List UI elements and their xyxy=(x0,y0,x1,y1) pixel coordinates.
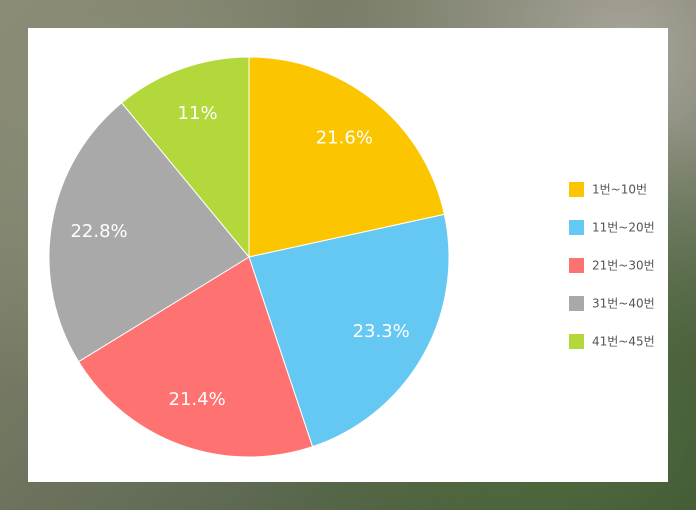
pie-slice xyxy=(77,256,314,458)
pie-slice xyxy=(248,213,450,448)
legend-label: 1번~10번 xyxy=(592,183,647,197)
data-label: 21.4% xyxy=(169,389,226,410)
pie-slice xyxy=(248,56,445,258)
legend-swatch xyxy=(569,258,584,273)
legend-label: 31번~40번 xyxy=(592,297,655,311)
legend-label: 41번~45번 xyxy=(592,335,655,349)
legend-swatch xyxy=(569,182,584,197)
data-label: 22.8% xyxy=(70,221,127,242)
pie-slice xyxy=(120,56,250,259)
data-label: 11% xyxy=(178,103,218,124)
legend-swatch xyxy=(569,220,584,235)
data-label: 21.6% xyxy=(316,128,373,149)
data-label: 23.3% xyxy=(353,321,410,342)
legend-swatch xyxy=(569,296,584,311)
legend-label: 11번~20번 xyxy=(592,221,655,235)
pie-slice xyxy=(48,102,250,363)
legend-label: 21번~30번 xyxy=(592,259,655,273)
legend-swatch xyxy=(569,334,584,349)
